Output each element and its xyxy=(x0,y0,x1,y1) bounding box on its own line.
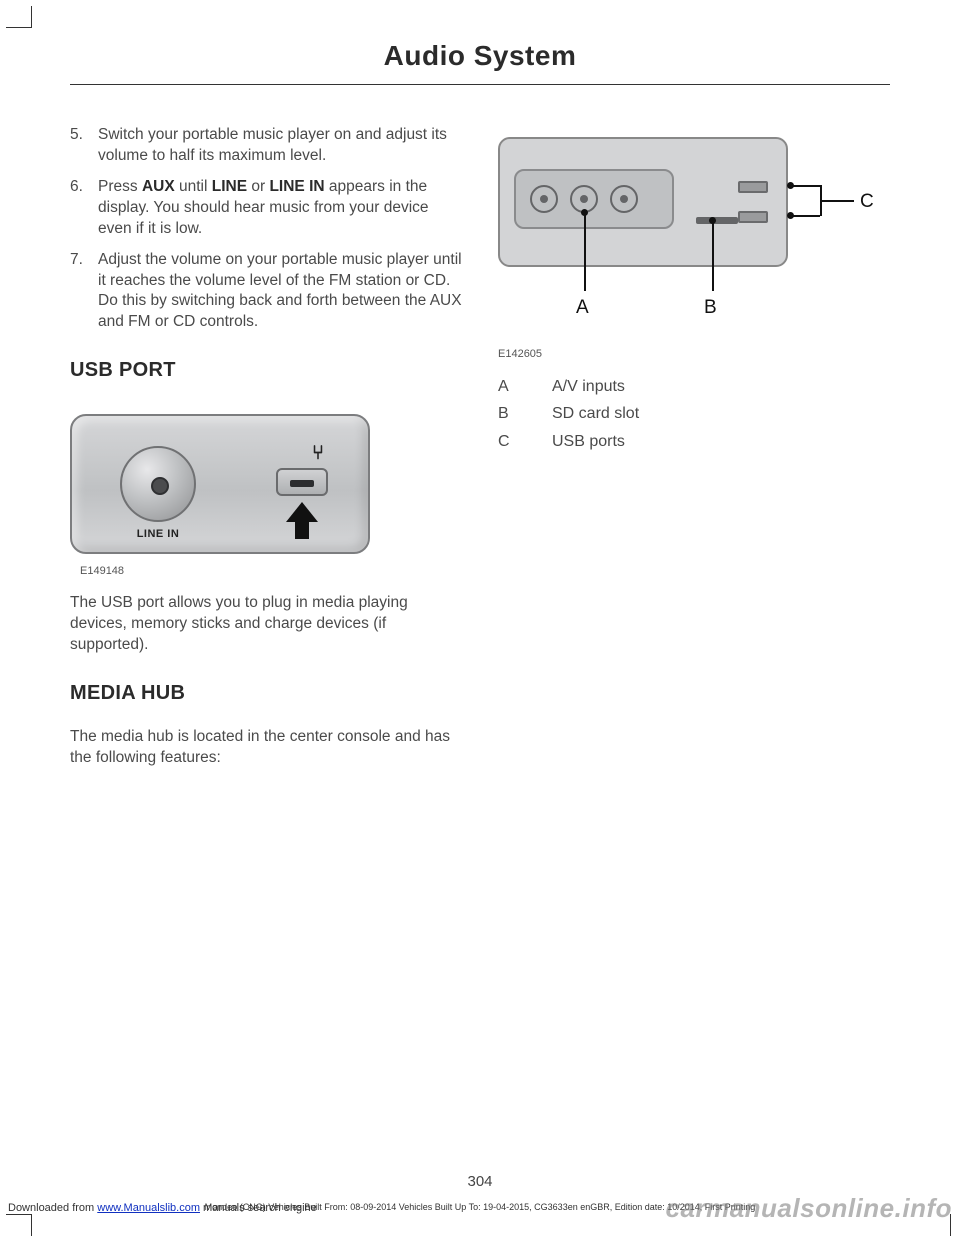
callout-a-label: A xyxy=(576,295,589,321)
usb-slot-icon xyxy=(276,468,328,496)
figure-code-hub: E142605 xyxy=(498,347,890,362)
legend-label: A/V inputs xyxy=(552,376,625,398)
callout-dot xyxy=(581,209,588,216)
av-input-cluster xyxy=(514,169,674,229)
sd-slot-icon xyxy=(696,217,738,224)
rca-jack-icon xyxy=(610,185,638,213)
callout-line xyxy=(820,200,854,202)
usb-trident-icon: ⑂ xyxy=(312,440,324,467)
callout-b-label: B xyxy=(704,295,717,321)
rca-jack-icon xyxy=(530,185,558,213)
numbered-step: 5.Switch your portable music player on a… xyxy=(70,125,462,167)
step-number: 5. xyxy=(70,125,98,167)
legend-label: SD card slot xyxy=(552,403,639,425)
usb-port-icon xyxy=(738,211,768,223)
downloaded-suffix: manuals search engine xyxy=(200,1202,317,1214)
callout-dot xyxy=(787,182,794,189)
usb-port-heading: USB PORT xyxy=(70,357,462,384)
right-column: A B C E142605 AA/V inputsBSD card slotCU… xyxy=(498,125,890,781)
callout-line xyxy=(790,215,820,217)
chapter-header: Audio System xyxy=(70,40,890,85)
usb-description: The USB port allows you to plug in media… xyxy=(70,593,462,656)
crop-mark-tl xyxy=(6,6,32,28)
left-column: 5.Switch your portable music player on a… xyxy=(70,125,462,781)
callout-line xyxy=(584,213,586,291)
legend-row: CUSB ports xyxy=(498,431,890,453)
page-number: 304 xyxy=(0,1173,960,1190)
step-body: Switch your portable music player on and… xyxy=(98,125,462,167)
legend-key: C xyxy=(498,431,552,453)
usb-port-icon xyxy=(738,181,768,193)
callout-c-label: C xyxy=(860,189,874,215)
callout-legend: AA/V inputsBSD card slotCUSB ports xyxy=(498,376,890,453)
downloaded-from: Downloaded from www.Manualslib.com manua… xyxy=(8,1202,317,1214)
callout-line xyxy=(712,221,714,291)
numbered-step: 6.Press AUX until LINE or LINE IN appear… xyxy=(70,177,462,240)
legend-row: BSD card slot xyxy=(498,403,890,425)
manualslib-link[interactable]: www.Manualslib.com xyxy=(97,1202,200,1214)
arrow-up-icon xyxy=(286,502,318,522)
watermark: carmanualsonline.info xyxy=(666,1193,952,1224)
step-body: Adjust the volume on your portable music… xyxy=(98,250,462,334)
callout-dot xyxy=(787,212,794,219)
step-number: 6. xyxy=(70,177,98,240)
line-in-jack-icon xyxy=(120,446,196,522)
media-hub-heading: MEDIA HUB xyxy=(70,680,462,707)
hub-panel xyxy=(498,137,788,267)
step-number: 7. xyxy=(70,250,98,334)
legend-key: A xyxy=(498,376,552,398)
figure-code-usb: E149148 xyxy=(80,564,462,579)
numbered-step: 7.Adjust the volume on your portable mus… xyxy=(70,250,462,334)
step-body: Press AUX until LINE or LINE IN appears … xyxy=(98,177,462,240)
chapter-title: Audio System xyxy=(70,40,890,72)
two-column-layout: 5.Switch your portable music player on a… xyxy=(70,125,890,781)
media-hub-illustration: A B C xyxy=(498,117,878,337)
line-in-label: LINE IN xyxy=(120,527,196,542)
page-content: Audio System 5.Switch your portable musi… xyxy=(70,40,890,1202)
crop-mark-bl xyxy=(6,1214,32,1236)
callout-line xyxy=(790,185,820,187)
legend-label: USB ports xyxy=(552,431,625,453)
media-hub-description: The media hub is located in the center c… xyxy=(70,727,462,769)
callout-dot xyxy=(709,217,716,224)
downloaded-prefix: Downloaded from xyxy=(8,1202,97,1214)
usb-panel-illustration: LINE IN ⑂ xyxy=(70,414,370,554)
legend-key: B xyxy=(498,403,552,425)
legend-row: AA/V inputs xyxy=(498,376,890,398)
